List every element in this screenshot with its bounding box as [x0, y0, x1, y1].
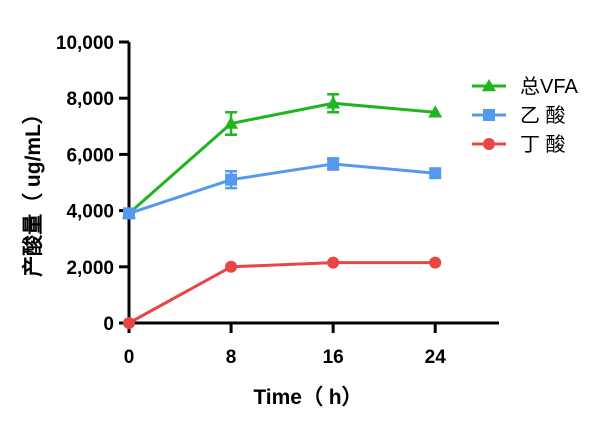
y-tick-label: 10,000: [56, 33, 114, 54]
series-3: [123, 256, 442, 329]
legend-item-1: 总VFA: [472, 75, 578, 98]
data-point: [224, 116, 239, 129]
legend-label: 总VFA: [520, 75, 578, 98]
legend-marker: [482, 79, 496, 92]
x-tick-label: 8: [226, 347, 237, 368]
data-point: [123, 207, 135, 220]
y-tick-label: 0: [103, 314, 114, 335]
legend: 总VFA 乙 酸丁 酸: [472, 75, 578, 156]
y-axis-title: 产酸量（ ug/mL）: [21, 103, 45, 277]
series-1: [122, 93, 443, 219]
series-line: [128, 261, 436, 325]
data-point: [428, 105, 443, 118]
legend-item-3: 丁 酸: [472, 133, 566, 156]
legend-label: 丁 酸: [520, 133, 566, 156]
x-tick-label: 24: [425, 347, 447, 368]
legend-marker: [483, 138, 495, 150]
data-point: [326, 96, 341, 109]
data-point: [123, 317, 135, 329]
data-point: [429, 167, 442, 180]
y-tick-label: 6,000: [66, 145, 114, 166]
data-point: [225, 173, 238, 186]
x-tick-label: 0: [124, 347, 135, 368]
axes: 0 2,000 4,000 6,000 8,000 10,000 0 8 16 24: [56, 33, 499, 368]
series-line: [128, 101, 436, 215]
y-tick-label: 2,000: [66, 258, 114, 279]
data-point: [327, 157, 340, 170]
x-axis-title: Time（ h）: [253, 385, 362, 409]
x-tick-label: 16: [323, 347, 344, 368]
data-point: [327, 256, 340, 269]
y-tick-label: 4,000: [66, 202, 114, 223]
data-point: [429, 256, 442, 269]
series-line: [128, 162, 436, 215]
series-group: [122, 93, 443, 329]
data-point: [225, 260, 238, 273]
legend-label: 乙 酸: [520, 104, 566, 127]
legend-marker: [483, 109, 495, 121]
y-tick-label: 8,000: [66, 89, 114, 110]
legend-item-2: 乙 酸: [472, 104, 566, 127]
series-2: [123, 157, 442, 220]
